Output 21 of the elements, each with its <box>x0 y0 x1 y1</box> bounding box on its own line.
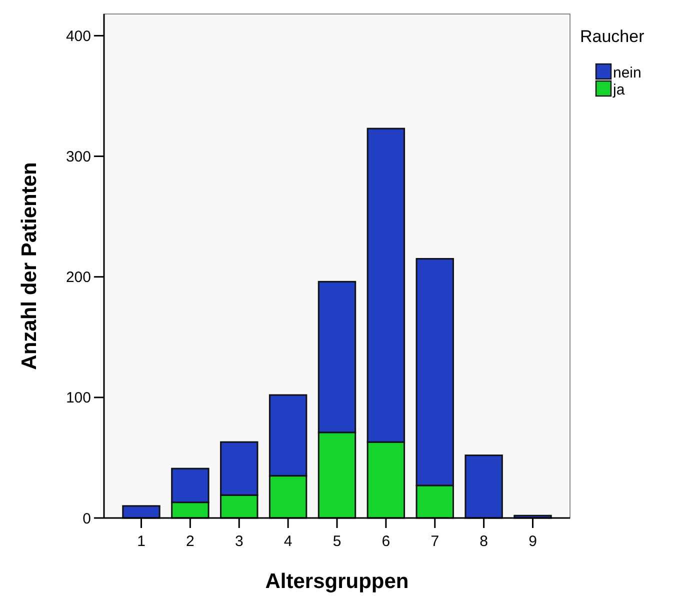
x-tick-label: 4 <box>284 533 292 550</box>
y-tick-label: 200 <box>66 269 91 286</box>
y-tick-label: 400 <box>66 28 91 45</box>
legend-label: nein <box>613 64 642 82</box>
x-tick-label: 5 <box>332 533 342 550</box>
y-axis-title: Anzahl der Patienten <box>18 162 41 370</box>
x-tick-label: 1 <box>137 533 146 550</box>
x-tick-label: 9 <box>528 533 537 550</box>
x-axis-title: Altersgruppen <box>265 570 409 593</box>
x-tick-label: 3 <box>234 533 244 550</box>
y-tick-label: 0 <box>82 510 91 528</box>
x-tick-label: 6 <box>382 533 390 550</box>
legend-label: ja <box>612 81 626 98</box>
x-tick-label: 8 <box>480 533 488 550</box>
x-tick-label: 2 <box>186 533 194 550</box>
bar <box>464 454 503 519</box>
legend-title: Raucher <box>580 27 645 46</box>
bar <box>122 505 160 519</box>
y-tick-label: 300 <box>66 148 91 166</box>
x-tick-label: 7 <box>430 533 440 550</box>
y-tick-label: 100 <box>66 390 91 407</box>
